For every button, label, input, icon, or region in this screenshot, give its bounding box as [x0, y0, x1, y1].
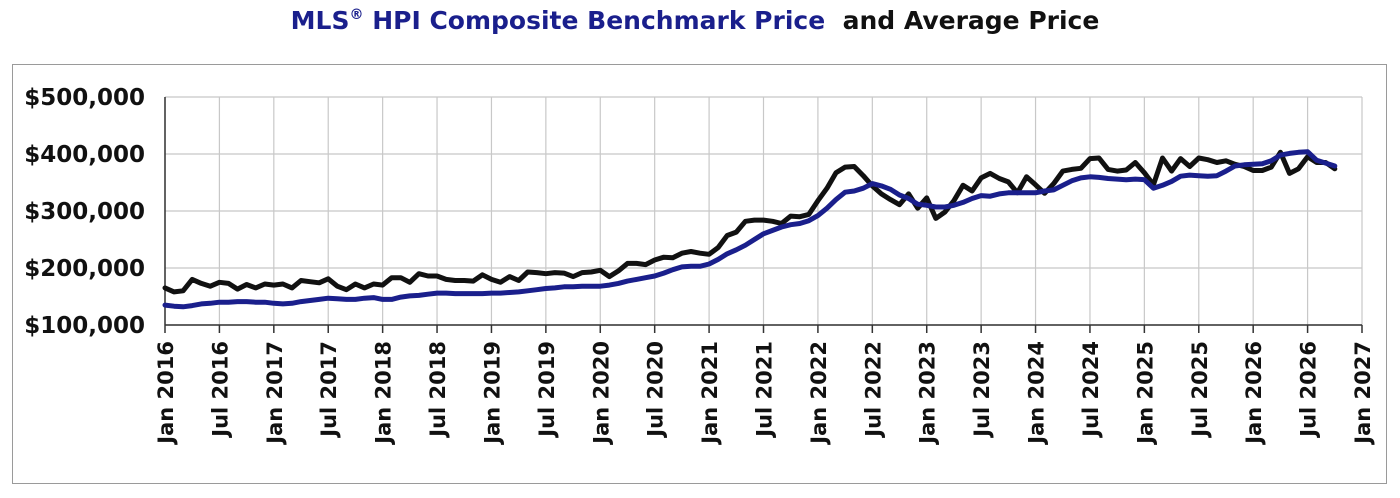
- x-tick-label: Jul 2022: [861, 341, 885, 439]
- x-tick-label: Jan 2023: [916, 341, 940, 446]
- x-tick-label: Jul 2019: [535, 341, 559, 439]
- x-tick-label: Jul 2025: [1188, 341, 1212, 439]
- y-tick-label: $400,000: [24, 142, 145, 168]
- x-tick-label: Jul 2021: [753, 341, 777, 439]
- x-tick-label: Jan 2022: [807, 341, 831, 446]
- x-tick-label: Jan 2016: [154, 341, 178, 446]
- x-tick-label: Jan 2025: [1133, 341, 1157, 446]
- y-tick-label: $500,000: [24, 85, 145, 111]
- y-tick-label: $200,000: [24, 256, 145, 282]
- x-tick-label: Jul 2023: [970, 341, 994, 439]
- y-tick-label: $300,000: [24, 199, 145, 225]
- x-tick-label: Jan 2024: [1025, 341, 1049, 446]
- chart-frame: [12, 64, 1387, 484]
- series-line-benchmark: [162, 149, 1338, 310]
- x-tick-label: Jan 2019: [480, 341, 504, 446]
- x-tick-label: Jul 2018: [426, 341, 450, 439]
- x-tick-label: Jan 2027: [1351, 341, 1375, 446]
- x-tick-label: Jul 2026: [1297, 341, 1321, 439]
- x-tick-label: Jan 2018: [372, 341, 396, 446]
- x-tick-label: Jul 2024: [1079, 341, 1103, 439]
- x-tick-label: Jul 2017: [317, 341, 341, 439]
- x-tick-label: Jan 2020: [589, 341, 613, 446]
- x-tick-label: Jan 2017: [263, 341, 287, 446]
- chart-title: MLS® HPI Composite Benchmark Price and A…: [0, 6, 1390, 35]
- y-tick-label: $100,000: [24, 313, 145, 339]
- series-line-average: [162, 149, 1338, 295]
- x-tick-label: Jul 2016: [208, 341, 232, 439]
- x-tick-label: Jan 2021: [698, 341, 722, 446]
- chart-title-benchmark: MLS® HPI Composite Benchmark Price: [290, 6, 826, 35]
- x-tick-label: Jul 2020: [644, 341, 668, 439]
- x-tick-label: Jan 2026: [1242, 341, 1266, 446]
- chart-title-average: and Average Price: [842, 6, 1100, 35]
